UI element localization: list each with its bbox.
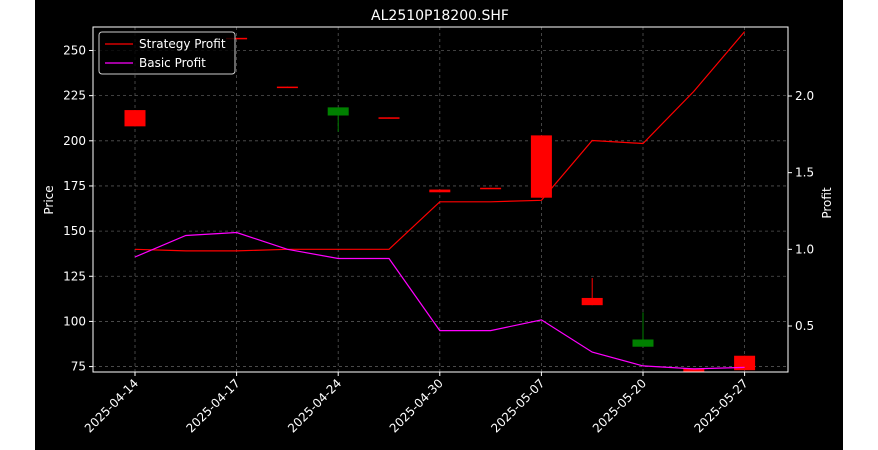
y-tick-label-left: 150 — [63, 224, 86, 238]
candle-body — [124, 110, 146, 127]
y-tick-label-left: 200 — [63, 134, 86, 148]
y-tick-label-right: 0.5 — [795, 319, 814, 333]
x-tick-label: 2025-04-17 — [184, 376, 243, 435]
y-tick-label-left: 100 — [63, 314, 86, 328]
candle-body — [327, 107, 349, 116]
x-tick-label: 2025-04-30 — [387, 376, 446, 435]
y-tick-label-right: 1.0 — [795, 242, 814, 256]
y-tick-label-left: 75 — [71, 360, 86, 374]
chart-svg: 75 100 125 150 175 200 225 250 0.5 1.0 1.5 2.0 202… — [42, 8, 834, 435]
profit-lines-layer — [134, 31, 746, 370]
candle-body — [378, 117, 400, 119]
y-tick-label-left: 250 — [63, 43, 86, 57]
right-axis-ticks: 0.5 1.0 1.5 2.0 — [788, 89, 814, 333]
legend-basic-label: Basic Profit — [139, 56, 206, 70]
candle-body — [632, 339, 654, 347]
y-tick-label-right: 1.5 — [795, 166, 814, 180]
strategy-profit-line — [134, 31, 746, 252]
chart-title: AL2510P18200.SHF — [371, 8, 509, 24]
left-axis-ticks: 75 100 125 150 175 200 225 250 — [63, 43, 93, 374]
y-tick-label-left: 175 — [63, 179, 86, 193]
x-tick-label: 2025-04-14 — [82, 376, 141, 435]
left-axis-label: Price — [42, 185, 56, 214]
candle-body — [480, 187, 502, 190]
grid-lines — [93, 27, 788, 372]
candle-body — [226, 37, 248, 40]
x-tick-label: 2025-04-24 — [285, 376, 344, 435]
right-axis-label: Profit — [820, 187, 834, 219]
x-tick-label: 2025-05-27 — [692, 376, 751, 435]
y-tick-label-left: 225 — [63, 89, 86, 103]
candle-body — [581, 297, 603, 306]
y-tick-label-right: 2.0 — [795, 89, 814, 103]
candle-body — [734, 355, 756, 371]
y-tick-label-left: 125 — [63, 269, 86, 283]
chart-figure: 75 100 125 150 175 200 225 250 0.5 1.0 1.5 2.0 202… — [35, 0, 843, 450]
candle-body — [429, 189, 451, 193]
x-tick-label: 2025-05-20 — [590, 376, 649, 435]
x-axis-ticks: 2025-04-14 2025-04-17 2025-04-24 2025-04-30… — [82, 372, 751, 435]
candle-body — [530, 135, 552, 198]
candle-body — [683, 368, 705, 372]
legend: Strategy Profit Basic Profit — [98, 31, 236, 75]
candle-body — [276, 86, 298, 89]
plot-frame — [92, 26, 789, 373]
basic-profit-line — [134, 231, 745, 370]
x-tick-label: 2025-05-07 — [488, 376, 547, 435]
candles-layer — [124, 37, 756, 372]
legend-strategy-label: Strategy Profit — [139, 37, 226, 51]
